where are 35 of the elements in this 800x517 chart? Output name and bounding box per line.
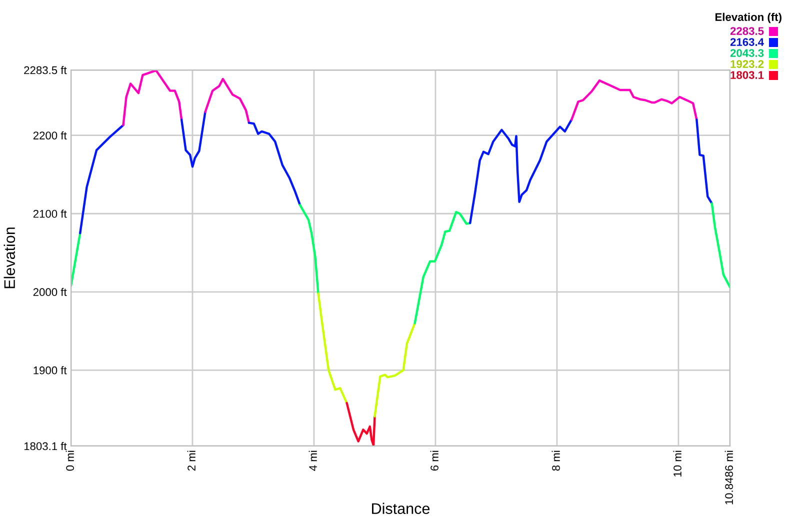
y-tick-label: 2283.5 ft bbox=[24, 66, 67, 74]
color-bar-label: 1923.2 bbox=[730, 60, 764, 68]
y-tick-label: 2000 ft bbox=[33, 288, 67, 296]
color-bar-title: Elevation (ft) bbox=[715, 12, 782, 24]
line-series bbox=[696, 118, 713, 205]
color-bar-label: 2283.5 bbox=[730, 27, 764, 35]
color-bar-label: 2043.3 bbox=[730, 49, 764, 57]
x-tick-label: 0 mi bbox=[66, 450, 74, 471]
y-tick-label: 2200 ft bbox=[33, 131, 67, 140]
line-series bbox=[374, 322, 416, 418]
line-series bbox=[122, 70, 183, 126]
color-bar-label: 2163.4 bbox=[730, 38, 764, 46]
x-tick-label: 4 mi bbox=[308, 450, 317, 471]
x-axis-title: Distance bbox=[372, 502, 430, 514]
line-series bbox=[248, 122, 302, 206]
x-tick-label: 6 mi bbox=[430, 450, 438, 471]
line-series bbox=[79, 124, 124, 234]
line-series bbox=[468, 118, 573, 224]
color-bar-label: 1803.1 bbox=[730, 71, 764, 79]
x-tick-label: 10.8486 mi bbox=[724, 450, 733, 504]
y-tick-label: 1900 ft bbox=[34, 366, 67, 374]
line-series bbox=[710, 202, 730, 288]
y-axis-title: Elevation bbox=[4, 228, 16, 288]
x-tick-label: 10 mi bbox=[673, 450, 682, 476]
y-tick-label: 1803.1 ft bbox=[24, 442, 67, 450]
y-tick-label: 2100 ft bbox=[33, 210, 67, 218]
line-series bbox=[180, 110, 206, 168]
line-series bbox=[204, 78, 250, 124]
line-series bbox=[570, 79, 698, 121]
line-series bbox=[317, 292, 348, 404]
line-series bbox=[414, 210, 472, 324]
x-tick-label: 8 mi bbox=[552, 450, 560, 471]
line-series bbox=[298, 204, 320, 295]
x-tick-label: 2 mi bbox=[187, 450, 196, 471]
line-series bbox=[346, 402, 376, 446]
